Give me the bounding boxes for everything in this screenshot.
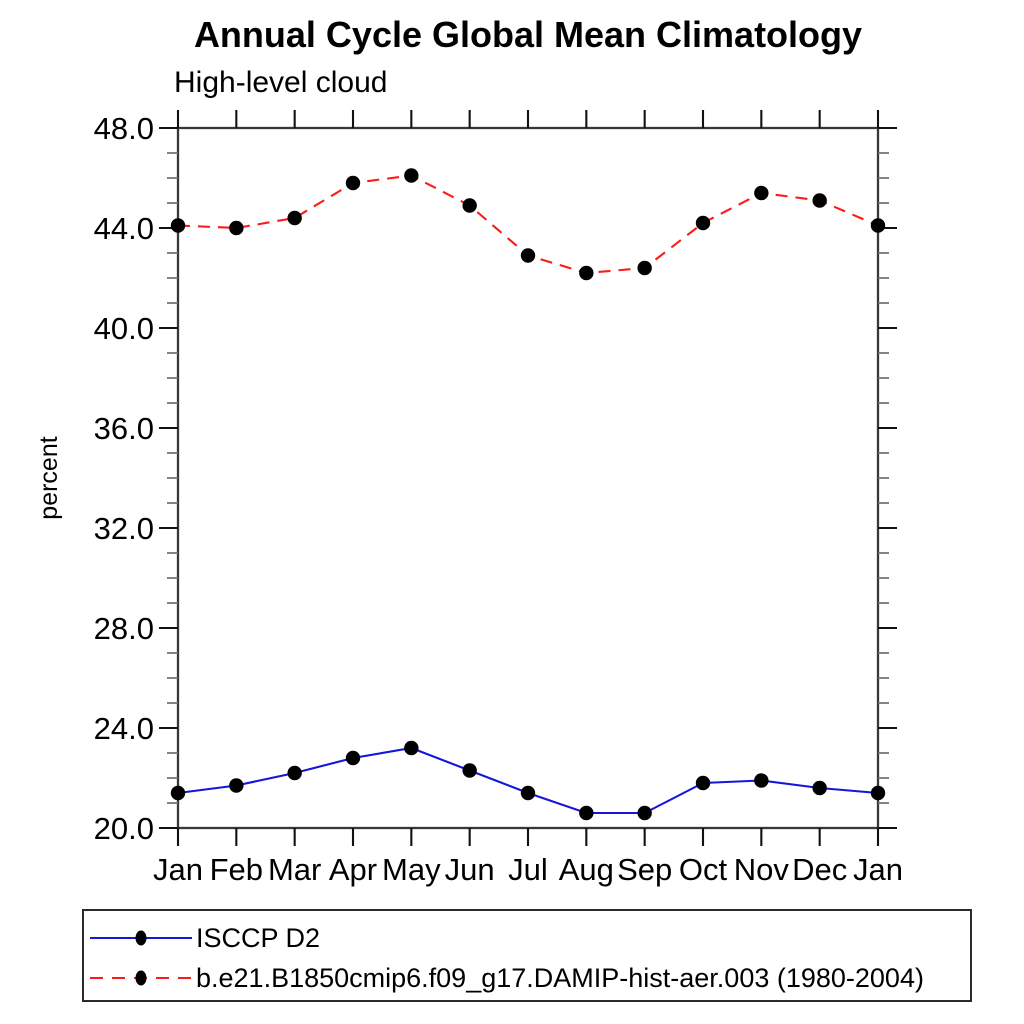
x-tick-label: Jan xyxy=(153,852,203,887)
y-tick-label: 32.0 xyxy=(94,511,154,546)
x-tick-label: Oct xyxy=(679,852,728,887)
series-marker-0 xyxy=(870,785,886,801)
series-marker-0 xyxy=(462,763,477,778)
x-tick-label: Apr xyxy=(329,852,377,887)
legend-marker-dot-icon xyxy=(135,970,147,986)
y-tick-label: 44.0 xyxy=(94,211,154,246)
series-marker-1 xyxy=(287,210,302,226)
y-tick-label: 36.0 xyxy=(94,411,154,446)
y-tick-label: 20.0 xyxy=(94,811,154,846)
series-marker-1 xyxy=(637,260,652,276)
legend-box: ISCCP D2 b.e21.B1850cmip6.f09_g17.DAMIP-… xyxy=(82,909,972,1002)
x-tick-label: Dec xyxy=(792,852,847,887)
series-marker-0 xyxy=(754,773,769,788)
chart-title: Annual Cycle Global Mean Climatology xyxy=(193,14,863,55)
series-marker-1 xyxy=(404,168,419,183)
legend-label-isccp: ISCCP D2 xyxy=(196,922,321,953)
legend-line-sample-dashed xyxy=(90,970,192,986)
series-marker-0 xyxy=(345,750,361,766)
series-marker-1 xyxy=(812,193,827,208)
legend-entry-model: b.e21.B1850cmip6.f09_g17.DAMIP-hist-aer.… xyxy=(88,958,924,998)
legend-line-sample-solid xyxy=(90,930,192,946)
x-tick-label: Jul xyxy=(508,852,548,887)
series-marker-1 xyxy=(462,198,477,213)
series-marker-1 xyxy=(345,175,361,191)
y-tick-label: 48.0 xyxy=(94,111,154,146)
series-marker-1 xyxy=(754,185,769,201)
y-tick-label: 24.0 xyxy=(94,711,154,746)
legend-entry-isccp: ISCCP D2 xyxy=(88,918,320,958)
series-marker-0 xyxy=(404,740,419,756)
y-axis-label: percent xyxy=(35,436,63,519)
series-marker-1 xyxy=(520,248,536,263)
x-tick-label: Jan xyxy=(853,852,903,887)
legend-marker-dot-icon xyxy=(135,930,147,946)
series-marker-0 xyxy=(229,778,244,793)
series-marker-1 xyxy=(870,218,886,233)
x-tick-label: Mar xyxy=(268,852,321,887)
series-marker-1 xyxy=(170,218,186,233)
chart-subtitle: High-level cloud xyxy=(174,66,388,99)
x-tick-label: Sep xyxy=(617,852,672,887)
y-tick-label: 40.0 xyxy=(94,311,154,346)
series-marker-0 xyxy=(170,785,186,801)
x-tick-label: Nov xyxy=(734,852,790,887)
series-marker-1 xyxy=(579,265,594,281)
x-tick-label: Aug xyxy=(559,852,614,887)
series-marker-1 xyxy=(695,215,711,231)
x-tick-label: Feb xyxy=(210,852,263,887)
series-marker-0 xyxy=(579,805,594,821)
series-marker-0 xyxy=(637,805,652,821)
series-line-0 xyxy=(177,746,879,815)
series-marker-0 xyxy=(287,765,302,781)
series-marker-0 xyxy=(695,775,711,791)
x-tick-label: May xyxy=(382,852,441,887)
series-marker-0 xyxy=(520,785,536,801)
plot-frame xyxy=(176,126,880,830)
legend-label-model: b.e21.B1850cmip6.f09_g17.DAMIP-hist-aer.… xyxy=(196,962,924,993)
y-tick-label: 28.0 xyxy=(94,611,154,646)
series-marker-0 xyxy=(812,780,827,796)
x-tick-label: Jun xyxy=(445,852,495,887)
series-marker-1 xyxy=(229,220,244,236)
